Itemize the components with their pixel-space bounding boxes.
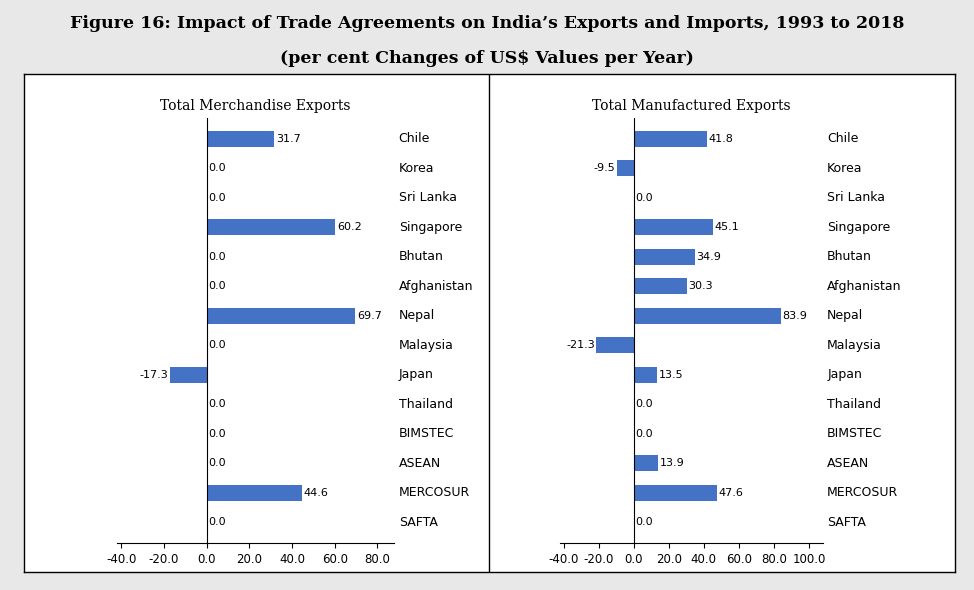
Text: 0.0: 0.0 bbox=[208, 340, 226, 350]
Text: 44.6: 44.6 bbox=[304, 488, 328, 497]
Bar bbox=[634, 307, 781, 324]
Bar bbox=[634, 455, 658, 471]
Text: Korea: Korea bbox=[398, 162, 434, 175]
Text: (per cent Changes of US$ Values per Year): (per cent Changes of US$ Values per Year… bbox=[281, 50, 693, 67]
Text: ASEAN: ASEAN bbox=[827, 457, 870, 470]
Text: 45.1: 45.1 bbox=[714, 222, 739, 232]
Text: 60.2: 60.2 bbox=[337, 222, 361, 232]
Text: 34.9: 34.9 bbox=[696, 252, 721, 261]
Bar bbox=[206, 130, 275, 147]
Text: Figure 16: Impact of Trade Agreements on India’s Exports and Imports, 1993 to 20: Figure 16: Impact of Trade Agreements on… bbox=[70, 15, 904, 32]
Text: 0.0: 0.0 bbox=[635, 429, 653, 438]
Title: Total Merchandise Exports: Total Merchandise Exports bbox=[161, 99, 351, 113]
Text: 0.0: 0.0 bbox=[208, 281, 226, 291]
Text: 0.0: 0.0 bbox=[635, 517, 653, 527]
Text: Nepal: Nepal bbox=[827, 309, 863, 322]
Text: 83.9: 83.9 bbox=[782, 311, 807, 320]
Text: -21.3: -21.3 bbox=[566, 340, 595, 350]
Text: Japan: Japan bbox=[827, 368, 862, 381]
Text: Bhutan: Bhutan bbox=[398, 250, 443, 263]
Bar bbox=[634, 366, 657, 383]
Text: 0.0: 0.0 bbox=[208, 458, 226, 468]
Text: MERCOSUR: MERCOSUR bbox=[827, 486, 898, 499]
Bar bbox=[634, 219, 713, 235]
Text: 0.0: 0.0 bbox=[208, 517, 226, 527]
Text: Afghanistan: Afghanistan bbox=[398, 280, 473, 293]
Text: 0.0: 0.0 bbox=[208, 252, 226, 261]
Text: MERCOSUR: MERCOSUR bbox=[398, 486, 469, 499]
Text: 41.8: 41.8 bbox=[708, 134, 733, 143]
Text: Japan: Japan bbox=[398, 368, 433, 381]
Bar bbox=[206, 219, 335, 235]
Text: 47.6: 47.6 bbox=[719, 488, 743, 497]
Text: 13.5: 13.5 bbox=[658, 370, 684, 379]
Text: 0.0: 0.0 bbox=[208, 163, 226, 173]
Text: -17.3: -17.3 bbox=[139, 370, 168, 379]
Text: ASEAN: ASEAN bbox=[398, 457, 441, 470]
Text: Sri Lanka: Sri Lanka bbox=[827, 191, 885, 204]
Text: 30.3: 30.3 bbox=[689, 281, 713, 291]
Text: 69.7: 69.7 bbox=[357, 311, 382, 320]
Text: 0.0: 0.0 bbox=[635, 193, 653, 202]
Text: -9.5: -9.5 bbox=[594, 163, 616, 173]
Text: 0.0: 0.0 bbox=[208, 429, 226, 438]
Text: Singapore: Singapore bbox=[827, 221, 890, 234]
Text: Chile: Chile bbox=[827, 132, 858, 145]
Bar bbox=[206, 484, 302, 501]
Bar bbox=[634, 484, 717, 501]
Text: BIMSTEC: BIMSTEC bbox=[827, 427, 882, 440]
Text: Sri Lanka: Sri Lanka bbox=[398, 191, 457, 204]
Text: 0.0: 0.0 bbox=[208, 399, 226, 409]
Text: Thailand: Thailand bbox=[398, 398, 453, 411]
Bar bbox=[596, 337, 634, 353]
Text: 13.9: 13.9 bbox=[659, 458, 684, 468]
Text: 0.0: 0.0 bbox=[635, 399, 653, 409]
Bar bbox=[206, 307, 356, 324]
Bar bbox=[634, 130, 707, 147]
Bar bbox=[618, 160, 634, 176]
Text: Malaysia: Malaysia bbox=[398, 339, 454, 352]
Text: Malaysia: Malaysia bbox=[827, 339, 882, 352]
Text: 0.0: 0.0 bbox=[208, 193, 226, 202]
Bar bbox=[634, 248, 694, 265]
Text: Nepal: Nepal bbox=[398, 309, 434, 322]
Text: SAFTA: SAFTA bbox=[827, 516, 866, 529]
Text: SAFTA: SAFTA bbox=[398, 516, 437, 529]
Text: Chile: Chile bbox=[398, 132, 430, 145]
Text: 31.7: 31.7 bbox=[276, 134, 301, 143]
Text: Thailand: Thailand bbox=[827, 398, 881, 411]
Text: Singapore: Singapore bbox=[398, 221, 462, 234]
Bar bbox=[634, 278, 687, 294]
Bar bbox=[169, 366, 206, 383]
Title: Total Manufactured Exports: Total Manufactured Exports bbox=[592, 99, 791, 113]
Text: Bhutan: Bhutan bbox=[827, 250, 872, 263]
Text: Afghanistan: Afghanistan bbox=[827, 280, 902, 293]
Text: Korea: Korea bbox=[827, 162, 863, 175]
Text: BIMSTEC: BIMSTEC bbox=[398, 427, 454, 440]
